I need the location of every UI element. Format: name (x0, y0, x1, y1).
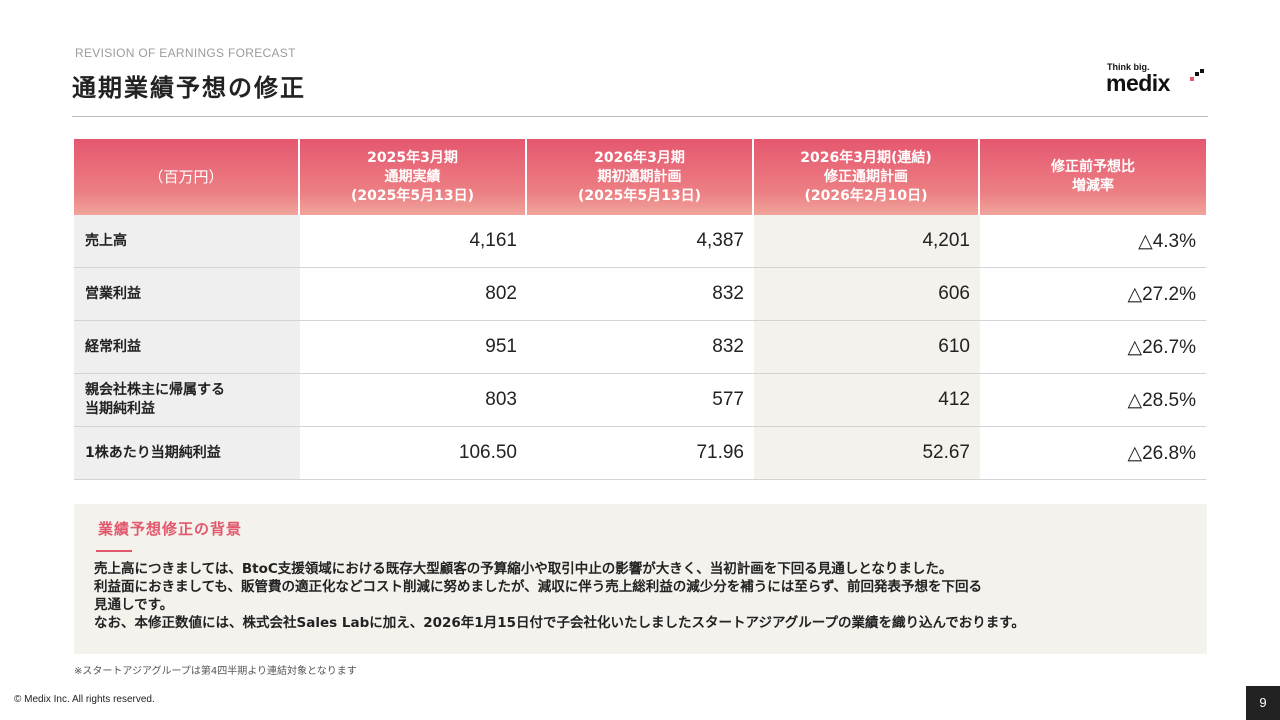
page-number: 9 (1246, 686, 1280, 720)
background-heading: 業績予想修正の背景 (98, 520, 243, 538)
table-row: 売上高 4,161 4,387 4,201 △4.3% (74, 215, 1206, 268)
table-cell: 412 (754, 374, 980, 427)
column-header-fy2026-revised-plan: 2026年3月期(連結) 修正通期計画 (2026年2月10日) (754, 139, 980, 215)
column-header-fy2025-actual: 2025年3月期 通期実績 (2025年5月13日) (300, 139, 527, 215)
table-cell: 52.67 (754, 427, 980, 480)
title-divider (72, 116, 1208, 117)
background-text-line: 利益面におきましても、販管費の適正化などコスト削減に努めましたが、減収に伴う売上… (94, 579, 983, 595)
copyright: © Medix Inc. All rights reserved. (14, 694, 155, 705)
table-cell: △4.3% (980, 215, 1206, 268)
background-text: 売上高につきましては、BtoC支援領域における既存大型顧客の予算縮小や取引中止の… (94, 560, 1194, 632)
table-row: 親会社株主に帰属する 当期純利益 803 577 412 △28.5% (74, 374, 1206, 427)
table-cell: 832 (527, 321, 754, 374)
table-cell: △26.8% (980, 427, 1206, 480)
table-cell: 606 (754, 268, 980, 321)
table-row: 1株あたり当期純利益 106.50 71.96 52.67 △26.8% (74, 427, 1206, 480)
table-cell: 951 (300, 321, 527, 374)
column-header-change-rate: 修正前予想比 増減率 (980, 139, 1206, 215)
table-cell: △26.7% (980, 321, 1206, 374)
table-row: 営業利益 802 832 606 △27.2% (74, 268, 1206, 321)
footnote: ※スタートアジアグループは第4四半期より連結対象となります (74, 666, 357, 677)
table-cell: 803 (300, 374, 527, 427)
background-explanation-box (74, 504, 1207, 654)
background-text-line: 見通しです。 (94, 597, 174, 613)
logo-wordmark: medix (1106, 70, 1170, 96)
table-cell: 802 (300, 268, 527, 321)
table-cell: 577 (527, 374, 754, 427)
background-text-line: なお、本修正数値には、株式会社Sales Labに加え、2026年1月15日付で… (94, 615, 1025, 631)
page-title: 通期業績予想の修正 (72, 74, 306, 102)
table-header-row: （百万円） 2025年3月期 通期実績 (2025年5月13日) 2026年3月… (74, 139, 1206, 215)
column-header-fy2026-initial-plan: 2026年3月期 期初通期計画 (2025年5月13日) (527, 139, 754, 215)
table-cell: 4,161 (300, 215, 527, 268)
forecast-table: （百万円） 2025年3月期 通期実績 (2025年5月13日) 2026年3月… (74, 139, 1206, 480)
table-cell: 106.50 (300, 427, 527, 480)
unit-label: （百万円） (74, 139, 300, 215)
logo-tagline: Think big. (1107, 62, 1150, 72)
table-cell: 4,387 (527, 215, 754, 268)
background-text-line: 売上高につきましては、BtoC支援領域における既存大型顧客の予算縮小や取引中止の… (94, 561, 953, 577)
table-cell: 832 (527, 268, 754, 321)
table-cell: △28.5% (980, 374, 1206, 427)
row-label: 1株あたり当期純利益 (74, 427, 300, 480)
logo-dots-icon (1190, 69, 1204, 81)
row-label: 経常利益 (74, 321, 300, 374)
heading-accent-line (96, 550, 132, 552)
table-cell: 71.96 (527, 427, 754, 480)
table-cell: △27.2% (980, 268, 1206, 321)
row-label: 親会社株主に帰属する 当期純利益 (74, 374, 300, 427)
table-cell: 610 (754, 321, 980, 374)
section-eyebrow: REVISION OF EARNINGS FORECAST (75, 46, 296, 60)
medix-logo: Think big. medix (1106, 62, 1208, 98)
table-row: 経常利益 951 832 610 △26.7% (74, 321, 1206, 374)
row-label: 営業利益 (74, 268, 300, 321)
table-cell: 4,201 (754, 215, 980, 268)
row-label: 売上高 (74, 215, 300, 268)
